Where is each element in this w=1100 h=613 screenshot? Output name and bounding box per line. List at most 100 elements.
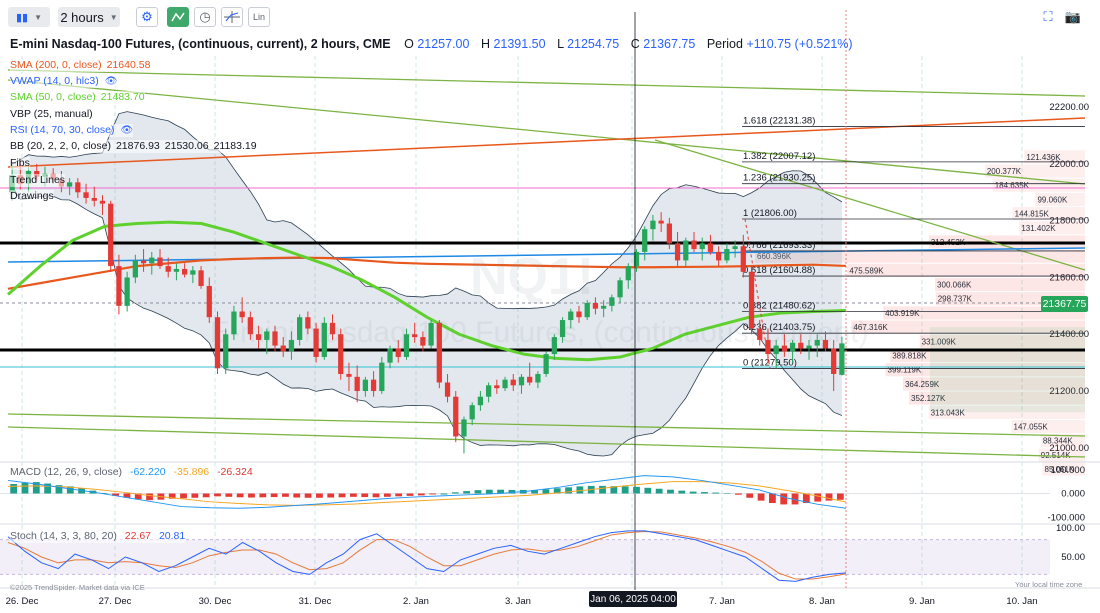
candle-body xyxy=(592,303,599,309)
candle-body xyxy=(182,268,188,275)
macd-histogram-bar xyxy=(327,493,335,498)
indicator-settings-button[interactable]: ⚙ xyxy=(136,7,158,27)
trend-line-lower-2 xyxy=(7,426,1086,458)
macd-histogram-bar xyxy=(553,488,561,494)
clock-button[interactable]: ◷ xyxy=(194,7,216,27)
candle-body xyxy=(699,243,705,250)
volume-profile-label: 403.919K xyxy=(885,309,920,318)
macd-tick-label: -100.000 xyxy=(1047,512,1085,523)
legend-sma50[interactable]: SMA (50, 0, close) 21483.70 xyxy=(10,91,145,104)
macd-histogram-bar xyxy=(123,493,131,498)
volume-profile-bar xyxy=(935,277,1085,292)
candle-body xyxy=(535,373,541,383)
volume-profile-bar xyxy=(1019,221,1085,235)
toolbar: ▮▮ ▼ 2 hours ▼ ⚙ ◷ Lin ⛶ 📷 xyxy=(0,0,1100,34)
candle-body xyxy=(214,317,221,369)
volume-profile-bar xyxy=(1038,448,1085,462)
eye-icon[interactable]: 👁 xyxy=(120,125,134,136)
legend-sma50-value: 21483.70 xyxy=(100,91,145,103)
candle-body xyxy=(707,243,714,252)
camera-button[interactable]: 📷 xyxy=(1064,7,1082,27)
macd-histogram-bar xyxy=(633,486,640,494)
fib-level-label: 1.382 (22007.12) xyxy=(743,151,815,162)
legend-bb-upper: 21876.93 xyxy=(115,140,160,152)
legend-fibs[interactable]: Fibs xyxy=(10,157,30,170)
candle-body xyxy=(83,192,89,198)
legend-vwap[interactable]: VWAP (14, 0, hlc3) 👁 xyxy=(10,75,118,88)
macd-histogram-bar xyxy=(542,489,550,494)
eye-icon[interactable]: 👁 xyxy=(104,76,118,87)
volume-profile-bar xyxy=(928,405,1085,419)
trend-line-lower-1 xyxy=(7,413,1086,437)
macd-histogram-bar xyxy=(667,489,674,494)
macd-histogram-bar xyxy=(259,493,267,498)
macd-histogram-bar xyxy=(825,493,833,501)
timezone-label[interactable]: Your local time zone xyxy=(1015,580,1083,589)
trend-button[interactable] xyxy=(167,7,189,27)
lin-button[interactable]: Lin xyxy=(248,7,270,27)
volume-profile-label: 131.402K xyxy=(1021,224,1056,233)
candle-body xyxy=(346,373,352,377)
h-value: 21391.50 xyxy=(493,37,546,51)
legend-drawings[interactable]: Drawings xyxy=(10,190,54,203)
x-tick-label: 30. Dec xyxy=(199,596,232,607)
candle-body xyxy=(395,348,401,357)
candle-body xyxy=(740,246,746,272)
period-label: Period xyxy=(706,37,743,51)
candle-body xyxy=(494,385,500,389)
volume-profile-label: 144.815K xyxy=(1015,210,1050,219)
candle-body xyxy=(831,348,837,374)
candle-body xyxy=(666,223,672,244)
x-tick-label: 7. Jan xyxy=(709,596,735,607)
volume-profile-label: 352.127K xyxy=(911,394,946,403)
legend-vbp[interactable]: VBP (25, manual) xyxy=(10,108,93,121)
macd-histogram-bar xyxy=(338,493,346,498)
ohlc-close: C 21367.75 xyxy=(631,37,704,51)
crosshair-button[interactable] xyxy=(221,7,243,27)
chart-type-dropdown[interactable]: ▮▮ ▼ xyxy=(8,7,50,27)
candle-body xyxy=(839,343,845,375)
l-label: L xyxy=(557,37,564,51)
interval-dropdown[interactable]: 2 hours ▼ xyxy=(58,7,120,27)
candle-body xyxy=(140,260,147,264)
legend-bb[interactable]: BB (20, 2, 2, 0, close) 21876.93 21530.06 2… xyxy=(10,140,257,153)
y-tick-label: 22000.00 xyxy=(1049,159,1089,170)
macd-histogram-bar xyxy=(293,493,301,498)
candle-body xyxy=(453,396,459,437)
macd-histogram-bar xyxy=(621,486,629,494)
o-label: O xyxy=(404,37,414,51)
x-tick-label: 2. Jan xyxy=(403,596,429,607)
volume-profile-bar xyxy=(902,377,1085,391)
candle-body xyxy=(601,305,607,309)
candle-body xyxy=(617,280,623,298)
volume-profile-value-area xyxy=(930,327,1085,413)
candle-body xyxy=(190,270,196,275)
macd-histogram-bar xyxy=(191,493,199,498)
trend-line-orange xyxy=(7,117,1086,168)
fib-level-label: 1.618 (22131.38) xyxy=(743,116,815,127)
candle-body xyxy=(165,266,171,272)
period-change: Period +110.75 (+0.521%) xyxy=(707,37,861,51)
candle-body xyxy=(584,303,590,318)
legend-trend-lines[interactable]: Trend Lines xyxy=(10,174,66,187)
candle-body xyxy=(428,322,434,346)
candle-body xyxy=(173,268,180,272)
macd-legend[interactable]: MACD (12, 26, 9, close) -62.220 -35.896 … xyxy=(10,466,253,479)
macd-histogram-bar xyxy=(417,493,425,496)
candle-body xyxy=(75,182,81,193)
volume-profile-bar xyxy=(1012,206,1085,221)
candle-body xyxy=(477,396,484,406)
volume-profile-label: 364.259K xyxy=(905,380,940,389)
crosshair-icon xyxy=(224,11,240,23)
macd-histogram-bar xyxy=(406,493,414,496)
legend-sma200[interactable]: SMA (200, 0, close) 21640.58 xyxy=(10,59,151,72)
watermark-name: E-mini Nasdaq-100 Futures, (continuous, … xyxy=(210,316,869,349)
stoch-legend-v1: 22.67 xyxy=(124,530,152,542)
fullscreen-button[interactable]: ⛶ xyxy=(1040,7,1056,27)
candle-body xyxy=(510,379,516,386)
macd-histogram-bar xyxy=(780,493,788,505)
macd-histogram-bar xyxy=(225,493,233,497)
stoch-legend[interactable]: Stoch (14, 3, 3, 80, 20) 22.67 20.81 xyxy=(10,530,186,543)
legend-rsi[interactable]: RSI (14, 70, 30, close) 👁 xyxy=(10,124,134,137)
